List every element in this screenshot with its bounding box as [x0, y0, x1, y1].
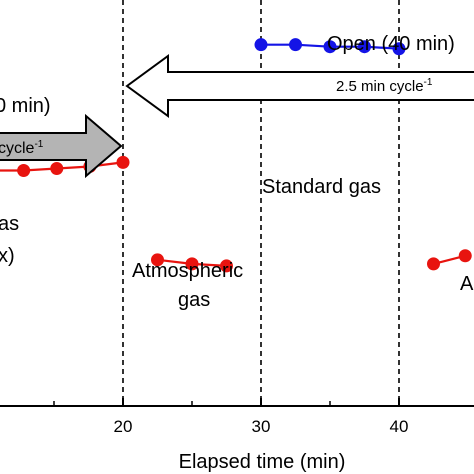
annotation-a-partial: A: [460, 273, 474, 295]
open-cycle-arrow: 2.5 min cycle-1: [125, 54, 474, 118]
series-0-point: [185, 257, 199, 271]
series-1-point: [323, 40, 337, 54]
series-0-point: [458, 249, 472, 263]
series-0-point: [116, 155, 130, 169]
x-tick-label-40: 40: [390, 417, 409, 436]
annotation-atmospheric-gas-line1: Atmospheric: [132, 260, 243, 282]
open-cycle-arrow-label: 2.5 min cycle-1: [336, 77, 433, 95]
series-1-point: [358, 40, 371, 54]
annotation-x-partial: x): [0, 245, 15, 267]
closed-cycle-arrow-shape: [0, 113, 123, 179]
open-cycle-arrow-shape: [125, 54, 474, 118]
annotation-gas-partial: as: [0, 213, 19, 235]
plot-frame: [0, 405, 474, 407]
series-1-point: [289, 38, 302, 52]
plot-layer: 20 30 40: [0, 0, 474, 436]
series-0-point: [220, 259, 233, 273]
annotation-atmospheric-gas-line2: gas: [178, 289, 210, 311]
series-0-point: [427, 257, 440, 271]
series-0-point: [50, 161, 64, 175]
x-axis-label: Elapsed time (min): [179, 451, 346, 473]
series-1-point: [254, 38, 268, 52]
series-0-point: [151, 253, 164, 267]
annotation-closed-partial: 0 min): [0, 95, 51, 117]
closed-cycle-arrow-label: cycle-1: [0, 139, 44, 157]
series-1-point: [392, 42, 406, 56]
annotation-standard-gas: Standard gas: [262, 176, 381, 198]
series-0-point: [17, 164, 31, 178]
x-tick-label-20: 20: [114, 417, 133, 436]
x-tick-label-30: 30: [252, 417, 271, 436]
closed-cycle-arrow: cycle-1: [0, 113, 123, 179]
annotation-open: Open (40 min): [327, 33, 455, 55]
